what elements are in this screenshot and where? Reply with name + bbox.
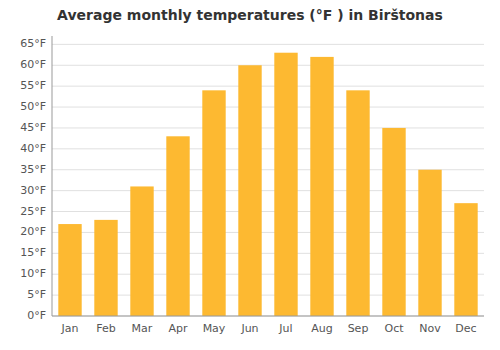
bar xyxy=(202,90,225,316)
x-tick-label: Jul xyxy=(278,322,292,335)
x-tick-label: Aug xyxy=(311,322,332,335)
chart-container: 0°F 5°F 10°F 15°F 20°F 25°F 30°F 35°F 40°F 45°F 50… xyxy=(0,0,500,350)
bar xyxy=(310,57,333,316)
bar xyxy=(94,220,117,316)
x-tick-label: Oct xyxy=(384,322,404,335)
y-tick-label: 10°F xyxy=(20,267,46,280)
grid-line xyxy=(52,127,484,128)
y-axis: 0°F 5°F 10°F 15°F 20°F 25°F 30°F 35°F 40°F 45°F 50… xyxy=(20,37,46,322)
bar xyxy=(58,224,81,316)
grid-line xyxy=(52,44,484,45)
y-tick-label: 55°F xyxy=(20,79,46,92)
chart: 0°F 5°F 10°F 15°F 20°F 25°F 30°F 35°F 40°F 45°F 50… xyxy=(0,0,500,350)
grid-line xyxy=(52,65,484,66)
bar xyxy=(382,128,405,316)
x-axis-line xyxy=(52,316,484,317)
grid-line xyxy=(52,316,484,317)
x-tick-label: Apr xyxy=(168,322,188,335)
x-tick-label: Nov xyxy=(419,322,441,335)
x-tick-label: Mar xyxy=(132,322,153,335)
bar xyxy=(274,53,297,316)
y-tick-label: 50°F xyxy=(20,100,46,113)
y-tick-label: 25°F xyxy=(20,205,46,218)
title: Average monthly temperatures (°F ) in Bi… xyxy=(57,7,443,23)
y-tick-label: 15°F xyxy=(20,246,46,259)
y-tick-label: 30°F xyxy=(20,184,46,197)
x-tick-label: Feb xyxy=(96,322,115,335)
bars xyxy=(58,53,477,316)
y-axis-line xyxy=(52,36,53,316)
grid-line xyxy=(52,86,484,87)
y-tick-label: 5°F xyxy=(27,288,46,301)
bar xyxy=(166,136,189,316)
y-tick-label: 35°F xyxy=(20,163,46,176)
y-tick-label: 45°F xyxy=(20,121,46,134)
y-tick-label: 40°F xyxy=(20,142,46,155)
grid xyxy=(52,44,484,316)
bar xyxy=(346,90,369,316)
grid-line xyxy=(52,107,484,108)
bar xyxy=(418,170,441,316)
x-tick-label: May xyxy=(203,322,226,335)
x-axis: Jan Feb Mar Apr May Jun Jul Aug Sep Oct Nov Dec xyxy=(61,322,477,335)
bar xyxy=(454,203,477,316)
bar xyxy=(130,186,153,316)
x-tick-label: Dec xyxy=(455,322,476,335)
x-tick-label: Jun xyxy=(240,322,258,335)
x-tick-label: Sep xyxy=(348,322,369,335)
y-tick-label: 65°F xyxy=(20,37,46,50)
grid-line xyxy=(52,148,484,149)
y-tick-label: 60°F xyxy=(20,58,46,71)
x-tick-label: Jan xyxy=(61,322,79,335)
y-tick-label: 0°F xyxy=(27,309,46,322)
bar xyxy=(238,65,261,316)
y-tick-label: 20°F xyxy=(20,225,46,238)
